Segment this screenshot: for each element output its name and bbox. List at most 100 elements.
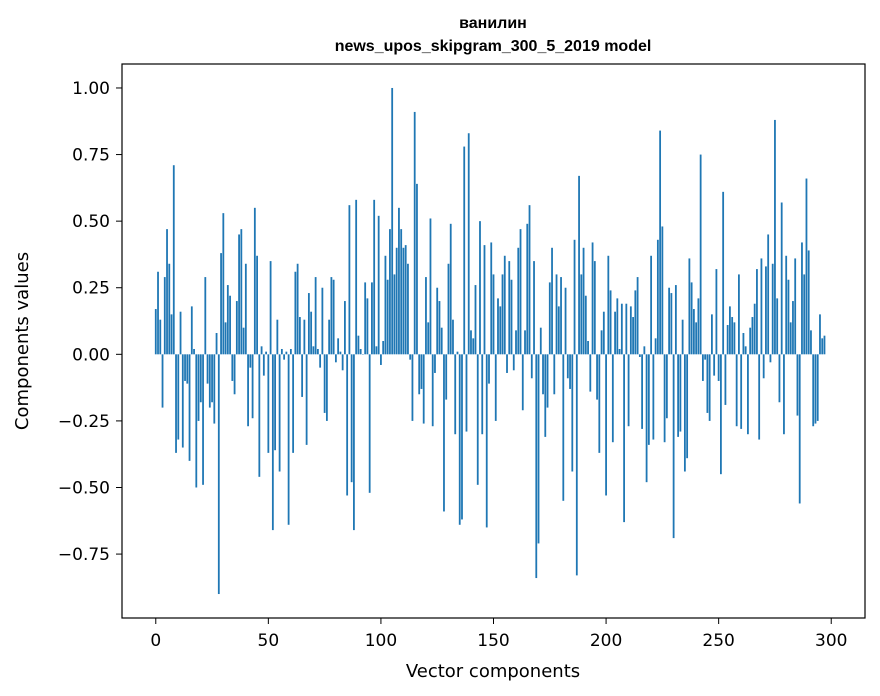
bar xyxy=(461,354,463,520)
bar xyxy=(611,354,614,443)
bar xyxy=(159,319,162,355)
bar xyxy=(634,290,637,355)
bar xyxy=(614,311,616,355)
bar xyxy=(258,354,261,477)
x-tick-label: 100 xyxy=(365,631,397,651)
bar xyxy=(661,226,664,355)
bar xyxy=(168,263,171,355)
bar xyxy=(780,202,783,355)
bar xyxy=(429,218,432,355)
bar xyxy=(729,306,731,355)
bar xyxy=(821,338,824,355)
bar xyxy=(740,354,743,429)
bar xyxy=(226,285,229,355)
bar xyxy=(175,354,177,453)
bar xyxy=(418,354,421,395)
bar xyxy=(515,330,517,355)
bar xyxy=(814,354,817,424)
bar xyxy=(298,317,301,355)
bar xyxy=(364,282,367,355)
bar xyxy=(756,269,758,355)
bar xyxy=(665,354,668,419)
bar xyxy=(283,354,286,360)
bar xyxy=(519,229,522,355)
bar xyxy=(605,354,607,496)
bar xyxy=(501,274,504,355)
bar xyxy=(251,354,254,419)
y-tick-label: 0.25 xyxy=(72,279,110,299)
bar xyxy=(695,322,698,355)
bar xyxy=(355,199,358,355)
bar xyxy=(600,330,603,355)
bar xyxy=(181,354,184,448)
bar xyxy=(472,338,475,355)
bar xyxy=(512,354,515,371)
bar xyxy=(670,293,673,355)
bar xyxy=(731,317,734,355)
bar xyxy=(593,261,596,355)
bar xyxy=(332,279,335,355)
bar xyxy=(629,306,632,355)
bar xyxy=(733,322,736,355)
bar xyxy=(265,351,267,355)
bar xyxy=(722,191,725,355)
bar xyxy=(373,199,376,355)
bar xyxy=(422,354,425,424)
y-tick-label: −0.25 xyxy=(58,412,110,432)
bar xyxy=(411,354,414,421)
bar xyxy=(407,263,409,355)
bar xyxy=(375,346,378,355)
bar xyxy=(307,293,310,355)
bar xyxy=(330,277,333,355)
bar xyxy=(393,274,396,355)
bar xyxy=(303,319,306,355)
bar xyxy=(287,354,290,525)
bar xyxy=(391,87,394,355)
bar xyxy=(321,287,324,355)
bar xyxy=(546,354,549,408)
bar xyxy=(371,282,373,355)
bar xyxy=(190,306,193,355)
bar xyxy=(584,295,587,355)
bar xyxy=(625,303,628,355)
bar xyxy=(810,330,812,355)
bar xyxy=(575,354,578,576)
bar xyxy=(632,317,634,355)
bar xyxy=(276,319,279,355)
bar xyxy=(659,130,662,355)
x-tick-label: 50 xyxy=(258,631,280,651)
bar xyxy=(571,354,574,472)
bar xyxy=(672,354,675,539)
bar xyxy=(537,354,540,544)
x-axis-label: Vector components xyxy=(406,661,580,682)
bar xyxy=(726,325,729,355)
bar xyxy=(760,258,763,355)
bar xyxy=(778,354,781,403)
bar xyxy=(436,287,439,355)
bar xyxy=(652,354,655,440)
bar xyxy=(787,279,790,355)
bar xyxy=(692,309,695,355)
bar xyxy=(683,354,686,472)
bar xyxy=(668,287,671,355)
bar xyxy=(348,205,351,355)
bar xyxy=(774,119,776,355)
bar xyxy=(544,354,547,437)
bar xyxy=(479,221,481,355)
bar xyxy=(456,351,459,355)
bar xyxy=(222,213,225,355)
x-tick-label: 150 xyxy=(477,631,509,651)
bar xyxy=(289,348,292,355)
bar xyxy=(197,354,200,421)
bar xyxy=(589,354,592,392)
bar xyxy=(157,271,159,355)
bar xyxy=(717,354,720,381)
x-tick-label: 0 xyxy=(150,631,161,651)
bar xyxy=(154,309,157,355)
y-axis-label: Components values xyxy=(12,252,33,430)
bar xyxy=(341,354,344,371)
bar xyxy=(244,263,247,355)
bar xyxy=(238,234,240,355)
bar xyxy=(535,354,538,579)
